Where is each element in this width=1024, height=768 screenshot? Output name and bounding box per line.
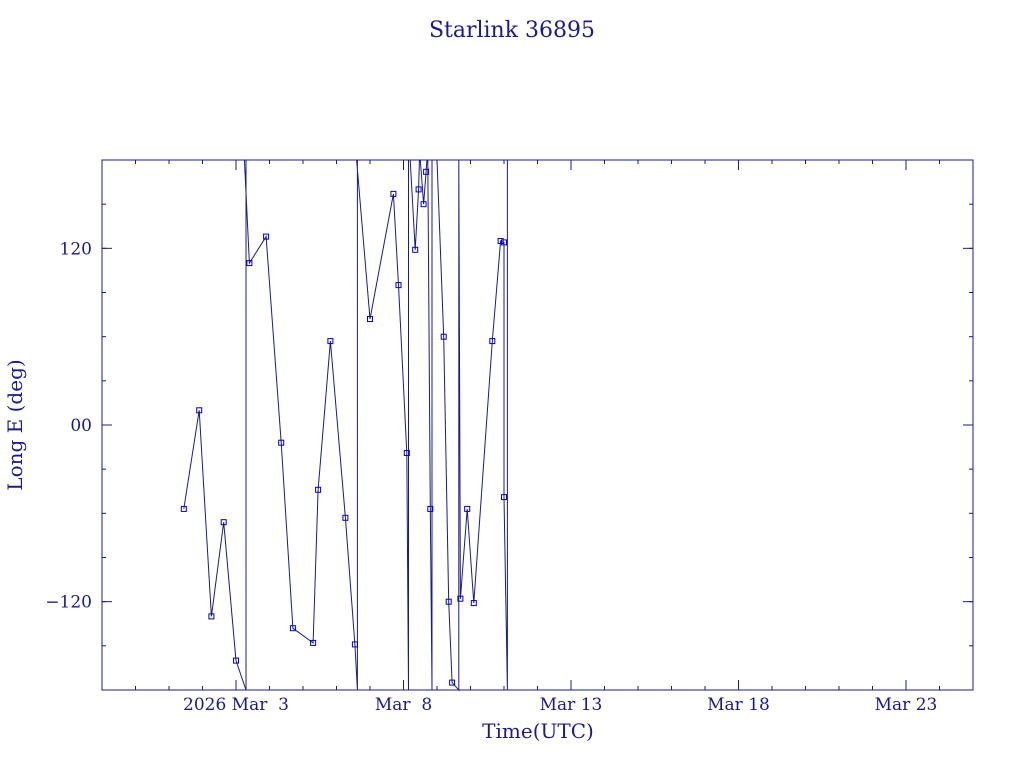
series-line [183, 159, 508, 692]
y-tick-label: −120 [45, 593, 92, 613]
data-point-marker [390, 190, 397, 197]
data-point-marker [220, 519, 227, 526]
data-point-marker [501, 239, 507, 246]
data-point-marker [208, 613, 215, 620]
y-axis-label: Long E (deg) [3, 359, 27, 490]
data-point-marker [233, 657, 239, 664]
data-point-marker [457, 595, 464, 602]
y-tick-label: 120 [60, 239, 92, 259]
x-tick-label: Mar 8 [375, 695, 432, 715]
x-tick-label: Mar 13 [540, 695, 603, 715]
data-point-marker [180, 505, 187, 512]
data-point-marker [327, 338, 334, 345]
data-point-marker [315, 486, 322, 493]
data-point-marker [440, 333, 447, 340]
data-point-marker [501, 494, 507, 501]
y-tick-label: 00 [70, 416, 92, 436]
data-point-marker [427, 505, 434, 512]
x-tick-label: 2026 Mar 3 [183, 695, 289, 715]
x-tick-label: Mar 18 [707, 695, 770, 715]
data-point-marker [449, 679, 456, 686]
series-group [180, 159, 508, 692]
data-point-marker [445, 598, 452, 605]
data-point-marker [367, 316, 373, 322]
data-point-marker [464, 505, 471, 512]
x-tick-label: Mar 23 [875, 695, 938, 715]
data-point-marker [497, 238, 504, 244]
data-point-marker [489, 338, 496, 345]
data-point-marker [403, 450, 410, 456]
data-point-marker [310, 639, 317, 646]
data-point-marker [415, 186, 422, 193]
y-axis-ticks: 120 00 −120 [45, 159, 973, 691]
data-point-marker [263, 233, 270, 240]
data-point-marker [196, 407, 203, 414]
data-point-marker [412, 246, 419, 253]
data-point-marker [351, 641, 358, 648]
plot-frame [101, 159, 974, 691]
data-point-marker [470, 600, 477, 607]
x-axis-ticks: 2026 Mar 3 Mar 8 Mar 13 Mar 18 Mar 23 [101, 160, 974, 715]
x-axis-label: Time(UTC) [482, 719, 594, 743]
data-point-marker [395, 282, 402, 289]
data-point-marker [289, 625, 296, 632]
data-point-marker [278, 439, 285, 446]
data-point-marker [246, 260, 253, 267]
chart-title: Starlink 36895 [429, 18, 595, 43]
data-point-marker [342, 514, 349, 521]
data-point-marker [423, 168, 430, 175]
data-point-marker [420, 201, 427, 208]
